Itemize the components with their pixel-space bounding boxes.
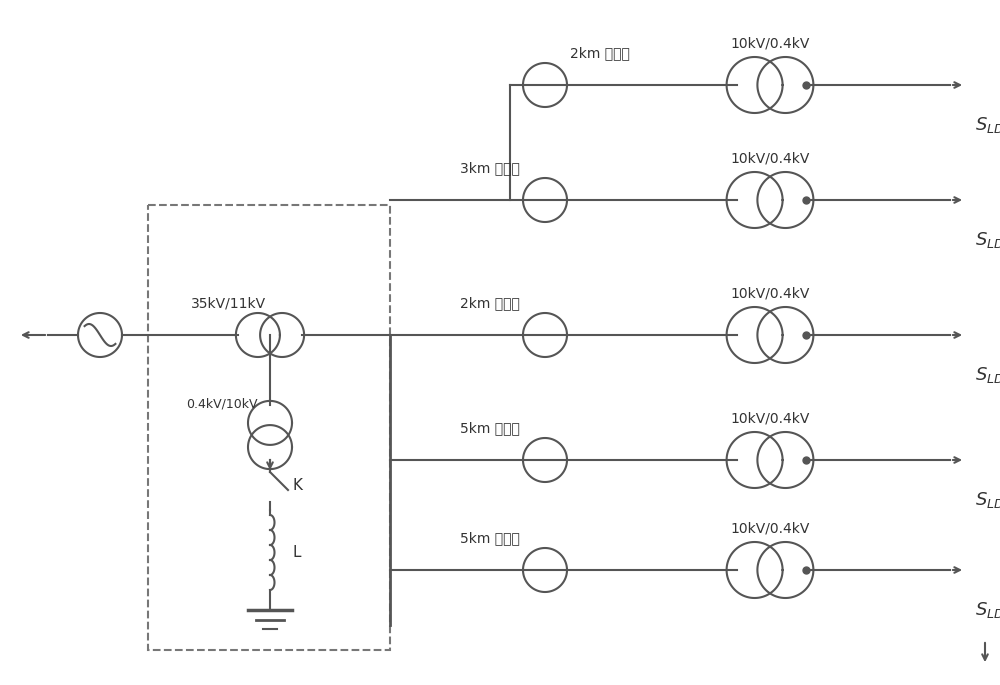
Text: $S_{LD}$: $S_{LD}$ [975,600,1000,620]
Text: 10kV/0.4kV: 10kV/0.4kV [730,286,810,300]
Text: 10kV/0.4kV: 10kV/0.4kV [730,521,810,535]
Text: 10kV/0.4kV: 10kV/0.4kV [730,36,810,50]
Text: $S_{LD}$: $S_{LD}$ [975,230,1000,250]
Text: $S_{LD}$: $S_{LD}$ [975,365,1000,385]
Text: 10kV/0.4kV: 10kV/0.4kV [730,411,810,425]
Text: 2km 电缆线: 2km 电缆线 [460,296,520,310]
Text: $S_{LD}$: $S_{LD}$ [975,115,1000,135]
Text: 5km 架空线: 5km 架空线 [460,531,520,545]
Text: 2km 电缆线: 2km 电缆线 [570,46,630,60]
Bar [148,205,390,650]
Text: 0.4kV/10kV: 0.4kV/10kV [186,397,258,410]
Text: 3km 架空线: 3km 架空线 [460,161,520,175]
Text: 35kV/11kV: 35kV/11kV [190,296,266,310]
Text: 10kV/0.4kV: 10kV/0.4kV [730,151,810,165]
Text: L: L [292,545,300,560]
Text: $S_{LD}$: $S_{LD}$ [975,490,1000,510]
Text: K: K [292,477,302,493]
Text: 5km 电缆线: 5km 电缆线 [460,421,520,435]
